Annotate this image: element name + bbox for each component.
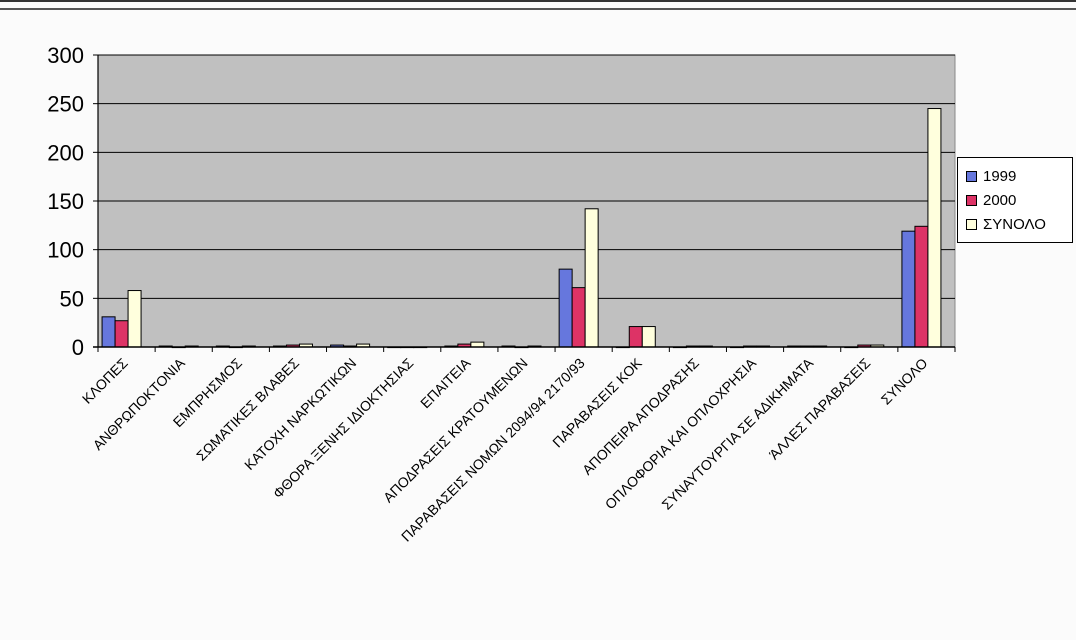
bar [101, 316, 116, 348]
bar [901, 230, 916, 348]
y-tick-label: 250 [47, 92, 84, 117]
y-tick-label: 150 [47, 189, 84, 214]
bar [127, 290, 142, 348]
bar [571, 287, 586, 348]
legend-item: 1999 [966, 164, 1072, 188]
bar [914, 225, 929, 348]
x-tick-label: ΆΛΛΕΣ ΠΑΡΑΒΑΣΕΙΣ [766, 355, 874, 463]
legend-swatch [966, 218, 977, 230]
x-tick-label: ΚΛΟΠΕΣ [79, 355, 131, 407]
legend-item: 2000 [966, 188, 1072, 212]
x-tick-label: ΕΠΑΙΤΕΙΑ [417, 354, 474, 411]
legend-swatch [966, 170, 977, 182]
legend-label: 2000 [983, 191, 1017, 209]
y-tick-label: 0 [72, 335, 84, 360]
legend-swatch [966, 194, 977, 206]
x-tick-label: ΚΑΤΟΧΗ ΝΑΡΚΩΤΙΚΩΝ [241, 355, 359, 473]
y-tick-label: 200 [47, 140, 84, 165]
bar [584, 208, 599, 348]
bar [927, 108, 942, 348]
y-tick-label: 100 [47, 238, 84, 263]
bar [558, 268, 573, 348]
legend-label: 1999 [983, 167, 1017, 185]
x-tick-label: ΣΥΝΟΛΟ [878, 355, 931, 408]
y-tick-label: 50 [60, 286, 84, 311]
legend: 1999 2000 ΣΥΝΟΛΟ [957, 157, 1073, 243]
plot-layer: 050100150200250300ΚΛΟΠΕΣΑΝΘΡΩΠΟΚΤΟΝΙΑΕΜΠ… [47, 43, 956, 545]
legend-item: ΣΥΝΟΛΟ [966, 212, 1072, 236]
y-tick-label: 300 [47, 43, 84, 68]
legend-label: ΣΥΝΟΛΟ [983, 215, 1046, 233]
top-rule [0, 0, 1076, 2]
x-tick-label: ΑΠΟΠΕΙΡΑ ΑΠΟΔΡΑΣΗΣ [579, 355, 702, 478]
top-border-line [0, 8, 1076, 10]
bar [641, 326, 656, 348]
x-tick-label: ΣΩΜΑΤΙΚΕΣ ΒΛΑΒΕΣ [193, 355, 302, 464]
bar [628, 326, 643, 348]
bar [114, 320, 129, 348]
